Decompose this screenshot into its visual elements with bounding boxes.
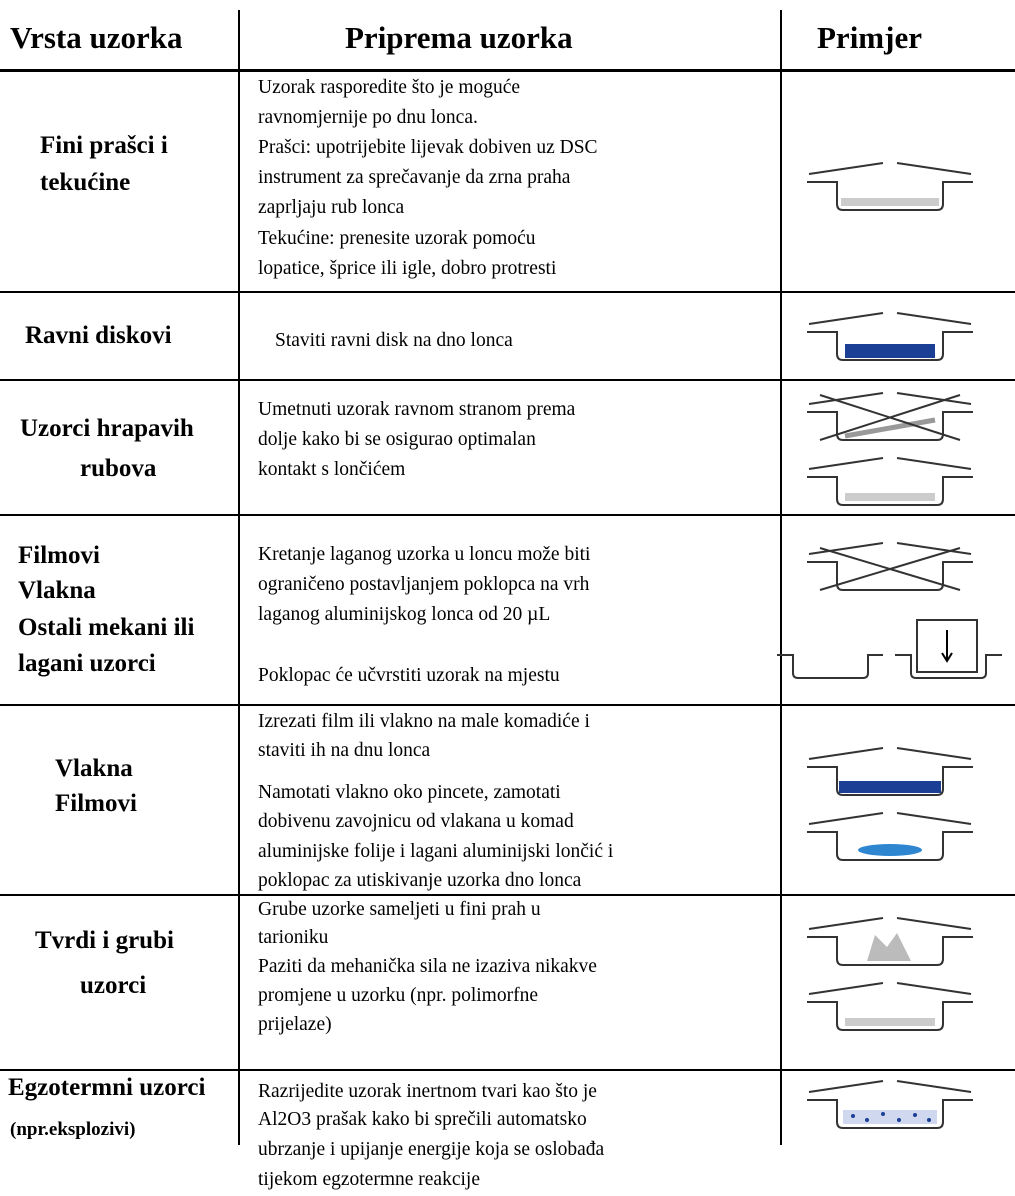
sample-type: Vlakna: [18, 577, 96, 604]
pan-icon: [806, 312, 974, 361]
pan-icon: [806, 812, 974, 861]
preparation: tijekom egzotermne reakcije: [258, 1169, 480, 1190]
preparation: Izrezati film ili vlakno na male komadić…: [258, 711, 590, 732]
header-cell: Priprema uzorka: [345, 20, 573, 55]
row-rule: [0, 894, 1015, 896]
sample-type: rubova: [80, 455, 157, 482]
sample-type: Fini prašci i: [40, 132, 168, 159]
header-cell: Primjer: [817, 20, 922, 55]
preparation: aluminijske folije i lagani aluminijski …: [258, 841, 614, 862]
preparation: Paziti da mehanička sila ne izaziva nika…: [258, 956, 597, 977]
preparation: Poklopac će učvrstiti uzorak na mjestu: [258, 665, 560, 686]
preparation: ograničeno postavljanjem poklopca na vrh: [258, 574, 590, 595]
preparation: laganog aluminijskog lonca od 20 µL: [258, 604, 551, 625]
sample-type: Uzorci hrapavih: [20, 415, 194, 442]
sample-type: Tvrdi i grubi: [35, 927, 174, 954]
preparation: Uzorak rasporedite što je moguće: [258, 77, 521, 98]
preparation: Grube uzorke sameljeti u fini prah u: [258, 899, 541, 920]
row-rule: [0, 291, 1015, 293]
preparation: instrument za sprečavanje da zrna praha: [258, 167, 571, 188]
header-rule: [0, 69, 1015, 72]
preparation: Staviti ravni disk na dno lonca: [275, 330, 513, 351]
preparation: Al2O3 prašak kako bi sprečili automatsko: [258, 1109, 587, 1130]
preparation: Namotati vlakno oko pincete, zamotati: [258, 782, 561, 803]
pan-icon: [806, 747, 974, 796]
sample-type: tekućine: [40, 169, 131, 196]
pan-icon: [806, 982, 974, 1031]
sample-type: Ostali mekani ili: [18, 614, 195, 641]
header-cell: Vrsta uzorka: [10, 20, 183, 55]
sample-type: lagani uzorci: [18, 650, 156, 677]
row-rule: [0, 514, 1015, 516]
preparation: dolje kako bi se osigurao optimalan: [258, 429, 536, 450]
preparation: zaprljaju rub lonca: [258, 197, 405, 218]
preparation: tarioniku: [258, 927, 329, 948]
preparation: prijelaze): [258, 1014, 332, 1035]
pan-icon: [806, 542, 974, 591]
sample-type: Ravni diskovi: [25, 322, 172, 349]
preparation: poklopac za utiskivanje uzorka dno lonca: [258, 870, 582, 891]
pan-icon: [777, 619, 1002, 679]
pan-icon: [806, 457, 974, 506]
sample-type: Egzotermni uzorci: [8, 1074, 206, 1101]
pan-icon: [806, 917, 974, 966]
preparation: Prašci: upotrijebite lijevak dobiven uz …: [258, 137, 598, 158]
preparation: Kretanje laganog uzorka u loncu može bit…: [258, 544, 591, 565]
sample-type: uzorci: [80, 972, 147, 999]
preparation: staviti ih na dnu lonca: [258, 740, 431, 761]
row-rule: [0, 379, 1015, 381]
preparation: Razrijedite uzorak inertnom tvari kao št…: [258, 1081, 597, 1102]
sample-type: (npr.eksplozivi): [10, 1119, 136, 1140]
preparation: dobivenu zavojnicu od vlakana u komad: [258, 811, 574, 832]
sample-type: Filmovi: [18, 542, 100, 569]
preparation: kontakt s lončićem: [258, 459, 406, 480]
pan-icon: [806, 162, 974, 211]
preparation: promjene u uzorku (npr. polimorfne: [258, 985, 538, 1006]
pan-icon: [806, 392, 974, 441]
preparation: lopatice, šprice ili igle, dobro protres…: [258, 258, 557, 279]
column-rule: [238, 10, 240, 1145]
sample-type: Filmovi: [55, 790, 137, 817]
preparation: ravnomjernije po dnu lonca.: [258, 107, 478, 128]
row-rule: [0, 704, 1015, 706]
preparation: ubrzanje i upijanje energije koja se osl…: [258, 1139, 605, 1160]
column-rule: [780, 10, 782, 1145]
preparation: Umetnuti uzorak ravnom stranom prema: [258, 399, 576, 420]
sample-type: Vlakna: [55, 755, 133, 782]
row-rule: [0, 1069, 1015, 1071]
preparation: Tekućine: prenesite uzorak pomoću: [258, 228, 536, 249]
pan-icon: [806, 1080, 974, 1129]
